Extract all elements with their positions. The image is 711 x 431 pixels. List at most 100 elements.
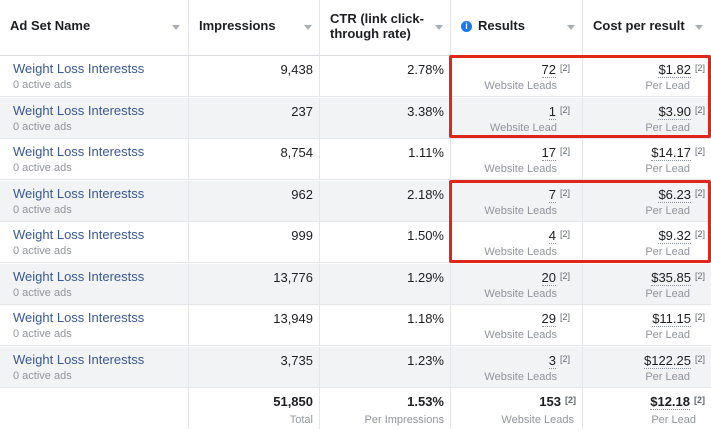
- footnote-marker: [2]: [694, 187, 705, 198]
- ad-set-name-link[interactable]: Weight Loss Interestss: [13, 227, 145, 242]
- footnote-marker: [2]: [559, 229, 570, 239]
- header-ctr-line2: through rate): [330, 26, 411, 41]
- cost-per-result-value[interactable]: $122.25: [643, 352, 691, 369]
- highlight-box-middle: [449, 180, 711, 263]
- ctr-value: 1.11%: [408, 145, 444, 160]
- sort-caret-icon[interactable]: [567, 25, 575, 30]
- results-value[interactable]: 72: [541, 62, 556, 78]
- sort-caret-icon[interactable]: [695, 25, 703, 30]
- cost-per-result-label: Per Lead: [645, 329, 690, 341]
- table-row: Weight Loss Interestss 0 active ads 3,735 1…: [0, 346, 711, 388]
- impressions-value: 8,754: [280, 145, 313, 160]
- sort-caret-icon[interactable]: [304, 25, 312, 30]
- total-ctr-label: Per Impressions: [364, 414, 444, 426]
- ad-set-name-link[interactable]: Weight Loss Interestss: [13, 61, 145, 76]
- header-impressions[interactable]: Impressions: [189, 0, 320, 56]
- cost-per-result-value[interactable]: $3.90: [658, 103, 691, 120]
- cost-per-result-value[interactable]: $11.15: [652, 311, 691, 327]
- ctr-value: 3.38%: [407, 103, 444, 119]
- total-impressions: 51,850: [273, 394, 313, 409]
- ctr-value: 2.18%: [407, 186, 444, 202]
- footnote-marker: [2]: [694, 229, 705, 239]
- active-ads-count: 0 active ads: [13, 286, 72, 299]
- footnote-marker: [2]: [565, 395, 576, 405]
- impressions-value: 237: [291, 103, 313, 119]
- results-label: Website Leads: [484, 204, 557, 217]
- results-label: Website Leads: [484, 80, 557, 92]
- active-ads-count: 0 active ads: [13, 245, 72, 257]
- footnote-marker: [2]: [559, 353, 570, 364]
- header-ad-set-name[interactable]: Ad Set Name: [0, 0, 189, 56]
- results-value[interactable]: 3: [548, 352, 556, 369]
- ctr-value: 1.29%: [407, 269, 444, 285]
- footnote-marker: [2]: [559, 104, 570, 115]
- cost-per-result-label: Per Lead: [645, 121, 690, 134]
- total-cost-label: Per Lead: [651, 414, 696, 426]
- cost-per-result-label: Per Lead: [645, 287, 690, 300]
- header-results[interactable]: i Results: [451, 0, 583, 56]
- active-ads-count: 0 active ads: [13, 203, 72, 216]
- cost-per-result-value[interactable]: $35.85: [651, 269, 691, 286]
- cost-per-result-value[interactable]: $9.32: [658, 228, 691, 244]
- impressions-value: 13,776: [273, 269, 313, 285]
- ad-set-name-link[interactable]: Weight Loss Interestss: [13, 144, 145, 159]
- cost-per-result-label: Per Lead: [645, 204, 690, 217]
- footnote-marker: [2]: [694, 312, 705, 322]
- info-icon[interactable]: i: [461, 21, 472, 32]
- ad-set-name-link[interactable]: Weight Loss Interestss: [13, 185, 145, 201]
- cost-per-result-value[interactable]: $1.82: [658, 62, 691, 78]
- ad-set-name-link[interactable]: Weight Loss Interestss: [13, 351, 145, 367]
- footnote-marker: [2]: [559, 270, 570, 281]
- footnote-marker: [2]: [559, 146, 570, 156]
- impressions-value: 13,949: [273, 311, 313, 326]
- footnote-marker: [2]: [694, 104, 705, 115]
- impressions-value: 3,735: [280, 352, 313, 368]
- header-results-label: Results: [478, 18, 525, 33]
- ad-set-name-link[interactable]: Weight Loss Interestss: [13, 310, 145, 325]
- table-row: Weight Loss Interestss 0 active ads 8,754 1…: [0, 139, 711, 180]
- ad-set-name-link[interactable]: Weight Loss Interestss: [13, 102, 145, 118]
- header-cost-per-result[interactable]: Cost per result: [583, 0, 711, 56]
- total-impressions-label: Total: [289, 414, 313, 426]
- active-ads-count: 0 active ads: [13, 120, 72, 133]
- table-row: Weight Loss Interestss 0 active ads 999 1.5…: [0, 222, 711, 263]
- sort-caret-icon[interactable]: [172, 25, 180, 30]
- cost-per-result-value[interactable]: $6.23: [658, 186, 691, 203]
- total-cost[interactable]: $12.18: [650, 394, 690, 410]
- active-ads-count: 0 active ads: [13, 162, 72, 174]
- table-row: Weight Loss Interestss 0 active ads 237 3.3…: [0, 97, 711, 139]
- footnote-marker: [2]: [559, 312, 570, 322]
- active-ads-count: 0 active ads: [13, 79, 72, 91]
- table-row: Weight Loss Interestss 0 active ads 962 2.1…: [0, 180, 711, 222]
- results-value[interactable]: 17: [541, 145, 556, 161]
- footnote-marker: [2]: [694, 353, 705, 364]
- results-label: Website Leads: [484, 287, 557, 300]
- results-label: Website Leads: [484, 163, 557, 175]
- cost-per-result-label: Per Lead: [645, 80, 690, 92]
- ad-set-name-link[interactable]: Weight Loss Interestss: [13, 268, 145, 284]
- impressions-value: 999: [291, 228, 313, 243]
- sort-caret-icon[interactable]: [435, 25, 443, 30]
- footnote-marker: [2]: [694, 395, 705, 405]
- footnote-marker: [2]: [559, 187, 570, 198]
- total-ctr: 1.53%: [407, 394, 444, 409]
- header-cost-per-result-label: Cost per result: [593, 18, 685, 33]
- header-impressions-label: Impressions: [199, 18, 276, 33]
- highlight-box-top: [449, 55, 711, 138]
- results-value[interactable]: 7: [548, 186, 556, 203]
- results-value[interactable]: 1: [548, 103, 556, 120]
- ctr-value: 1.23%: [407, 352, 444, 368]
- results-value[interactable]: 4: [548, 228, 556, 244]
- total-results: 153: [539, 394, 561, 409]
- cost-per-result-label: Per Lead: [645, 370, 690, 383]
- header-ctr-line1: CTR (link click-: [330, 11, 424, 26]
- ctr-value: 2.78%: [407, 62, 444, 77]
- table-row: Weight Loss Interestss 0 active ads 13,949…: [0, 305, 711, 346]
- results-value[interactable]: 20: [541, 269, 556, 286]
- header-ctr[interactable]: CTR (link click- through rate): [320, 0, 451, 56]
- totals-row: 51,850 Total 1.53% Per Impressions 153 [2…: [0, 388, 711, 431]
- ctr-value: 1.18%: [407, 311, 444, 326]
- total-results-label: Website Leads: [501, 414, 574, 426]
- cost-per-result-value[interactable]: $14.17: [651, 145, 691, 161]
- results-value[interactable]: 29: [541, 311, 556, 327]
